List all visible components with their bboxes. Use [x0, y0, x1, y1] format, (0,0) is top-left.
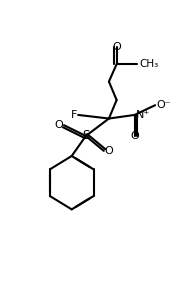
Text: O: O: [105, 146, 113, 156]
Text: F: F: [71, 110, 77, 120]
Text: CH₃: CH₃: [139, 59, 159, 69]
Text: O: O: [112, 42, 121, 52]
Text: N⁺: N⁺: [136, 110, 150, 120]
Text: O: O: [130, 131, 139, 141]
Text: O: O: [55, 120, 63, 130]
Text: S: S: [82, 129, 89, 143]
Text: O⁻: O⁻: [157, 100, 171, 110]
